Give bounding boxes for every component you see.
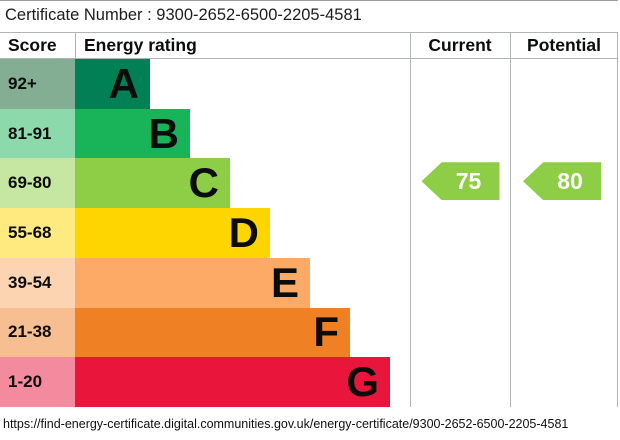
- band-letter-f: F: [313, 308, 339, 356]
- band-letter-e: E: [270, 258, 299, 306]
- band-letter-b: B: [148, 109, 179, 157]
- score-range-e: 39-54: [0, 257, 75, 308]
- table-right-border: [617, 32, 618, 407]
- band-letter-c: C: [188, 159, 219, 207]
- divider-score-rating: [75, 32, 76, 58]
- band-row-e: 39-54 E: [0, 257, 618, 308]
- column-header-current: Current: [428, 35, 492, 55]
- band-bar-f: F: [75, 307, 350, 358]
- band-bar-e: E: [75, 257, 310, 308]
- top-divider: [0, 0, 618, 1]
- band-bar-d: D: [75, 208, 270, 258]
- score-range-g: 1-20: [0, 357, 75, 407]
- table-header: Score Energy rating Current Potential: [0, 32, 618, 59]
- score-range-b: 81-91: [0, 108, 75, 159]
- band-row-a: 92+ A: [0, 59, 618, 109]
- band-row-g: 1-20 G: [0, 357, 618, 407]
- certificate-number: Certificate Number : 9300-2652-6500-2205…: [5, 6, 362, 24]
- score-range-f: 21-38: [0, 307, 75, 358]
- band-bar-g: G: [75, 357, 390, 407]
- certificate-url: https://find-energy-certificate.digital.…: [3, 417, 569, 431]
- band-row-f: 21-38 F: [0, 307, 618, 358]
- band-bar-a: A: [75, 59, 150, 109]
- column-header-score: Score: [8, 35, 57, 55]
- column-header-potential: Potential: [527, 35, 601, 55]
- band-row-c: 69-80 C: [0, 158, 618, 209]
- bands-area: 92+ A 81-91 B 69-80 C 55-68 D 39-54 E 21…: [0, 59, 618, 407]
- potential-rating-value: 80: [557, 167, 583, 194]
- band-row-d: 55-68 D: [0, 208, 618, 258]
- score-range-c: 69-80: [0, 158, 75, 209]
- band-row-b: 81-91 B: [0, 108, 618, 159]
- score-range-a: 92+: [0, 59, 75, 109]
- score-range-d: 55-68: [0, 208, 75, 258]
- current-rating-value: 75: [455, 167, 482, 194]
- column-header-energy-rating: Energy rating: [84, 35, 197, 55]
- current-rating-arrow: 75: [421, 162, 500, 201]
- band-letter-g: G: [346, 358, 379, 406]
- divider-rating-current: [410, 32, 411, 407]
- divider-current-potential: [510, 32, 511, 407]
- band-bar-b: B: [75, 108, 190, 159]
- epc-rating-table: Score Energy rating Current Potential 92…: [0, 32, 618, 407]
- band-letter-d: D: [228, 208, 259, 256]
- band-bar-c: C: [75, 158, 230, 209]
- band-letter-a: A: [108, 59, 139, 107]
